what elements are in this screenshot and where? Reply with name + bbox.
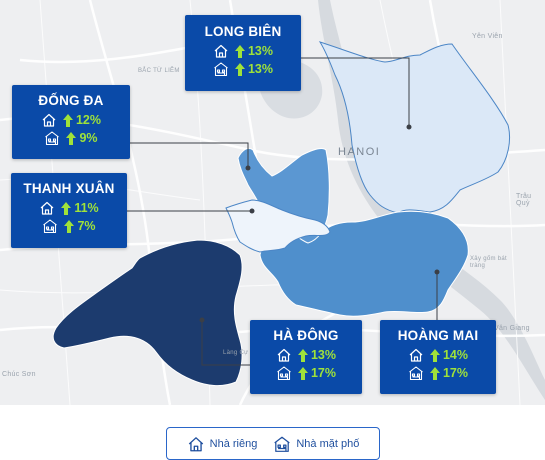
house-growth-value: 12% (75, 113, 102, 127)
card-hoang-mai: HOÀNG MAI 14% 17% (380, 320, 496, 394)
street-house-stat-row: 17% (380, 364, 496, 382)
card-long-bien: LONG BIÊN 13% 13% (185, 15, 301, 91)
card-dong-da: ĐỐNG ĐA 12% 9% (12, 85, 130, 159)
map-label-trau-quy: Trâu Quỳ (516, 193, 532, 207)
leader-dots (199, 124, 440, 323)
up-arrow-icon (297, 348, 308, 362)
up-arrow-icon (234, 62, 245, 76)
card-ha-dong: HÀ ĐÔNG 13% 17% (250, 320, 362, 394)
card-title: THANH XUÂN (23, 181, 115, 196)
ha-dong-dot (199, 317, 205, 323)
house-stat-row: 13% (250, 346, 362, 364)
street-house-icon (274, 436, 291, 452)
up-arrow-icon (429, 348, 440, 362)
legend: Nhà riêng Nhà mặt phố (166, 427, 380, 460)
card-title: HOÀNG MAI (397, 328, 479, 343)
house-growth-value: 13% (247, 44, 274, 58)
ha-dong-district (52, 239, 243, 387)
up-arrow-icon (66, 131, 77, 145)
ha-dong-leader (201, 320, 250, 366)
legend-item-house: Nhà riêng (187, 435, 258, 453)
house-growth-value: 14% (442, 348, 469, 362)
street-house-stat-row: 9% (12, 129, 130, 147)
house-icon (42, 113, 56, 127)
house-icon (214, 44, 228, 58)
hoang-mai-dot (434, 269, 440, 275)
up-arrow-icon (429, 366, 440, 380)
map-label-bac-tu-liem: BẮC TỪ LIÊM (138, 68, 180, 74)
long-bien-district (318, 41, 511, 214)
up-arrow-icon (62, 113, 73, 127)
street-house-stat-row: 13% (185, 60, 301, 78)
up-arrow-icon (64, 219, 75, 233)
card-title: ĐỐNG ĐA (38, 93, 104, 108)
house-stat-row: 13% (185, 42, 301, 60)
dong-da-leader (130, 142, 249, 168)
street-house-icon (43, 219, 58, 234)
street-house-growth-value: 7% (77, 219, 96, 233)
house-icon (409, 348, 423, 362)
house-icon (277, 348, 291, 362)
leader-lines (127, 57, 438, 366)
street-house-growth-value: 9% (79, 131, 98, 145)
house-stat-row: 12% (12, 111, 130, 129)
card-thanh-xuan: THANH XUÂN 11% 7% (11, 173, 127, 248)
street-house-icon (409, 366, 423, 381)
card-title: LONG BIÊN (204, 24, 282, 39)
long-bien-leader (300, 57, 410, 126)
house-stat-row: 14% (380, 346, 496, 364)
house-icon (40, 201, 54, 215)
legend-house-label: Nhà riêng (209, 437, 258, 450)
street-house-growth-value: 17% (442, 366, 469, 380)
map-label-van-giang: Văn Giang (494, 325, 530, 332)
thanh-xuan-dot (249, 208, 255, 214)
street-house-stat-row: 7% (11, 217, 127, 235)
up-arrow-icon (61, 201, 72, 215)
house-stat-row: 11% (11, 199, 127, 217)
map-label-chuc-son: Chúc Sơn (2, 371, 36, 378)
dong-da-dot (245, 165, 251, 171)
card-title: HÀ ĐÔNG (273, 328, 339, 343)
house-growth-value: 11% (74, 201, 99, 215)
house-icon (188, 436, 203, 451)
up-arrow-icon (297, 366, 308, 380)
street-house-icon (45, 131, 60, 146)
street-house-growth-value: 13% (247, 62, 274, 76)
up-arrow-icon (234, 44, 245, 58)
map-label-lang-cu: Làng Cự (223, 350, 249, 356)
street-house-growth-value: 17% (310, 366, 337, 380)
river (318, 0, 545, 400)
long-bien-dot (406, 124, 412, 130)
legend-item-street-house: Nhà mặt phố (273, 435, 359, 453)
street-house-icon (214, 62, 228, 77)
street-house-stat-row: 17% (250, 364, 362, 382)
map-label-yen-vien: Yên Viên (472, 33, 503, 40)
street-house-icon (277, 366, 291, 381)
legend-street-house-label: Nhà mặt phố (296, 437, 360, 450)
map-label-hanoi: HANOI (338, 146, 381, 158)
house-growth-value: 13% (310, 348, 337, 362)
map-label-xay-gom: Xây gốm bát tràng (470, 256, 507, 269)
